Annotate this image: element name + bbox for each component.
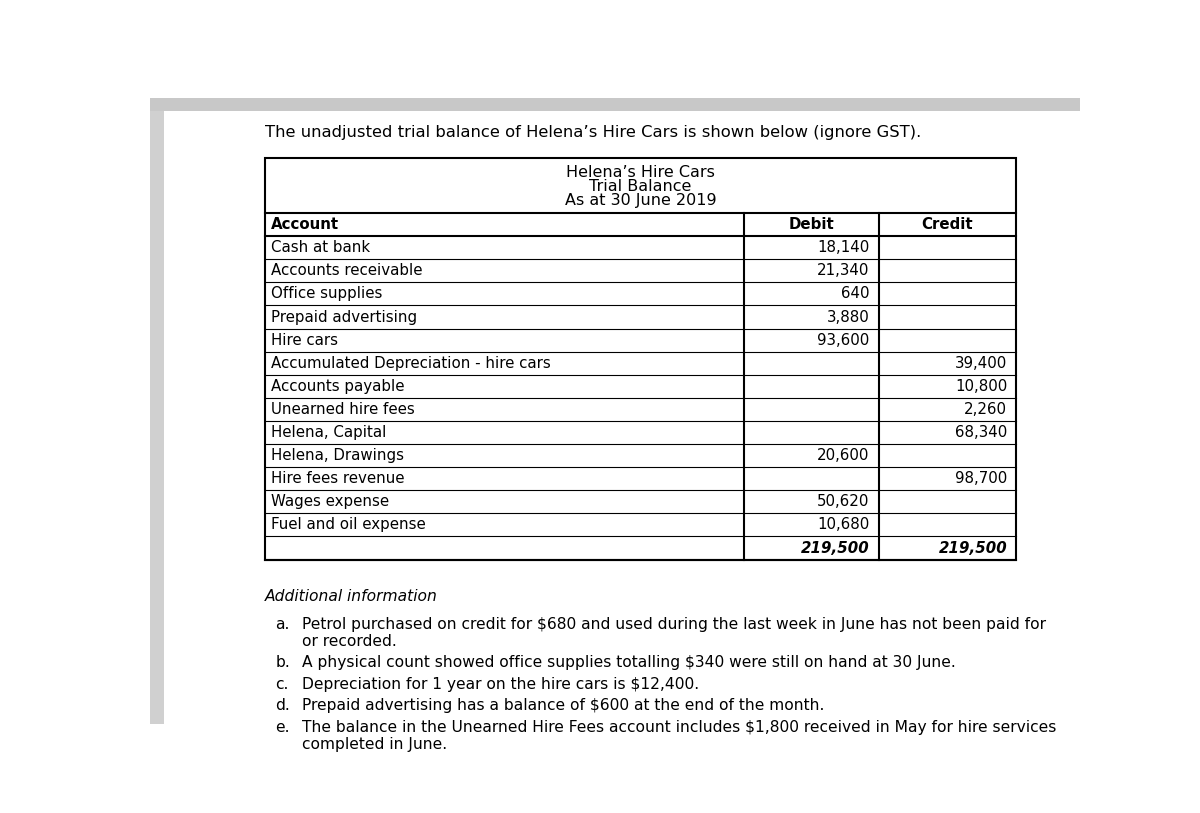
Text: Petrol purchased on credit for $680 and used during the last week in June has no: Petrol purchased on credit for $680 and …: [302, 616, 1046, 649]
Text: Helena, Drawings: Helena, Drawings: [271, 448, 404, 463]
Text: Unearned hire fees: Unearned hire fees: [271, 402, 415, 417]
Text: 98,700: 98,700: [955, 472, 1007, 486]
Text: Debit: Debit: [788, 217, 834, 232]
Bar: [150, 98, 164, 724]
Text: Cash at bank: Cash at bank: [271, 240, 370, 255]
Text: d.: d.: [276, 698, 290, 713]
Text: The unadjusted trial balance of Helena’s Hire Cars is shown below (ignore GST).: The unadjusted trial balance of Helena’s…: [265, 124, 920, 140]
Text: Prepaid advertising: Prepaid advertising: [271, 310, 418, 324]
Text: Trial Balance: Trial Balance: [589, 179, 691, 194]
Text: As at 30 June 2019: As at 30 June 2019: [565, 193, 716, 208]
Text: Hire cars: Hire cars: [271, 333, 338, 348]
Text: 93,600: 93,600: [817, 333, 869, 348]
Text: 640: 640: [841, 286, 869, 302]
Text: 219,500: 219,500: [938, 541, 1007, 555]
Text: 68,340: 68,340: [955, 425, 1007, 440]
Text: Office supplies: Office supplies: [271, 286, 383, 302]
Bar: [150, 98, 1080, 111]
Text: Additional information: Additional information: [265, 589, 438, 604]
Text: 10,800: 10,800: [955, 379, 1007, 393]
Text: Depreciation for 1 year on the hire cars is $12,400.: Depreciation for 1 year on the hire cars…: [302, 676, 700, 692]
Text: a.: a.: [276, 616, 290, 632]
Text: Helena’s Hire Cars: Helena’s Hire Cars: [566, 165, 715, 180]
Text: 2,260: 2,260: [964, 402, 1007, 417]
Text: Hire fees revenue: Hire fees revenue: [271, 472, 404, 486]
Text: 20,600: 20,600: [817, 448, 869, 463]
Text: 3,880: 3,880: [827, 310, 869, 324]
Text: The balance in the Unearned Hire Fees account includes $1,800 received in May fo: The balance in the Unearned Hire Fees ac…: [302, 720, 1056, 752]
Text: Credit: Credit: [922, 217, 973, 232]
Text: 21,340: 21,340: [817, 263, 869, 278]
Text: A physical count showed office supplies totalling $340 were still on hand at 30 : A physical count showed office supplies …: [302, 655, 955, 670]
Text: Wages expense: Wages expense: [271, 494, 389, 509]
Text: c.: c.: [276, 676, 289, 692]
Text: 50,620: 50,620: [817, 494, 869, 509]
Text: b.: b.: [276, 655, 290, 670]
Text: 18,140: 18,140: [817, 240, 869, 255]
Text: Fuel and oil expense: Fuel and oil expense: [271, 517, 426, 533]
Bar: [265, 158, 1016, 559]
Text: 39,400: 39,400: [955, 356, 1007, 371]
Text: Helena, Capital: Helena, Capital: [271, 425, 386, 440]
Text: Accounts payable: Accounts payable: [271, 379, 404, 393]
Text: 219,500: 219,500: [800, 541, 869, 555]
Text: Accounts receivable: Accounts receivable: [271, 263, 422, 278]
Text: Account: Account: [271, 217, 340, 232]
Text: e.: e.: [276, 720, 290, 735]
Text: Prepaid advertising has a balance of $600 at the end of the month.: Prepaid advertising has a balance of $60…: [302, 698, 824, 713]
Text: 10,680: 10,680: [817, 517, 869, 533]
Text: Accumulated Depreciation - hire cars: Accumulated Depreciation - hire cars: [271, 356, 551, 371]
